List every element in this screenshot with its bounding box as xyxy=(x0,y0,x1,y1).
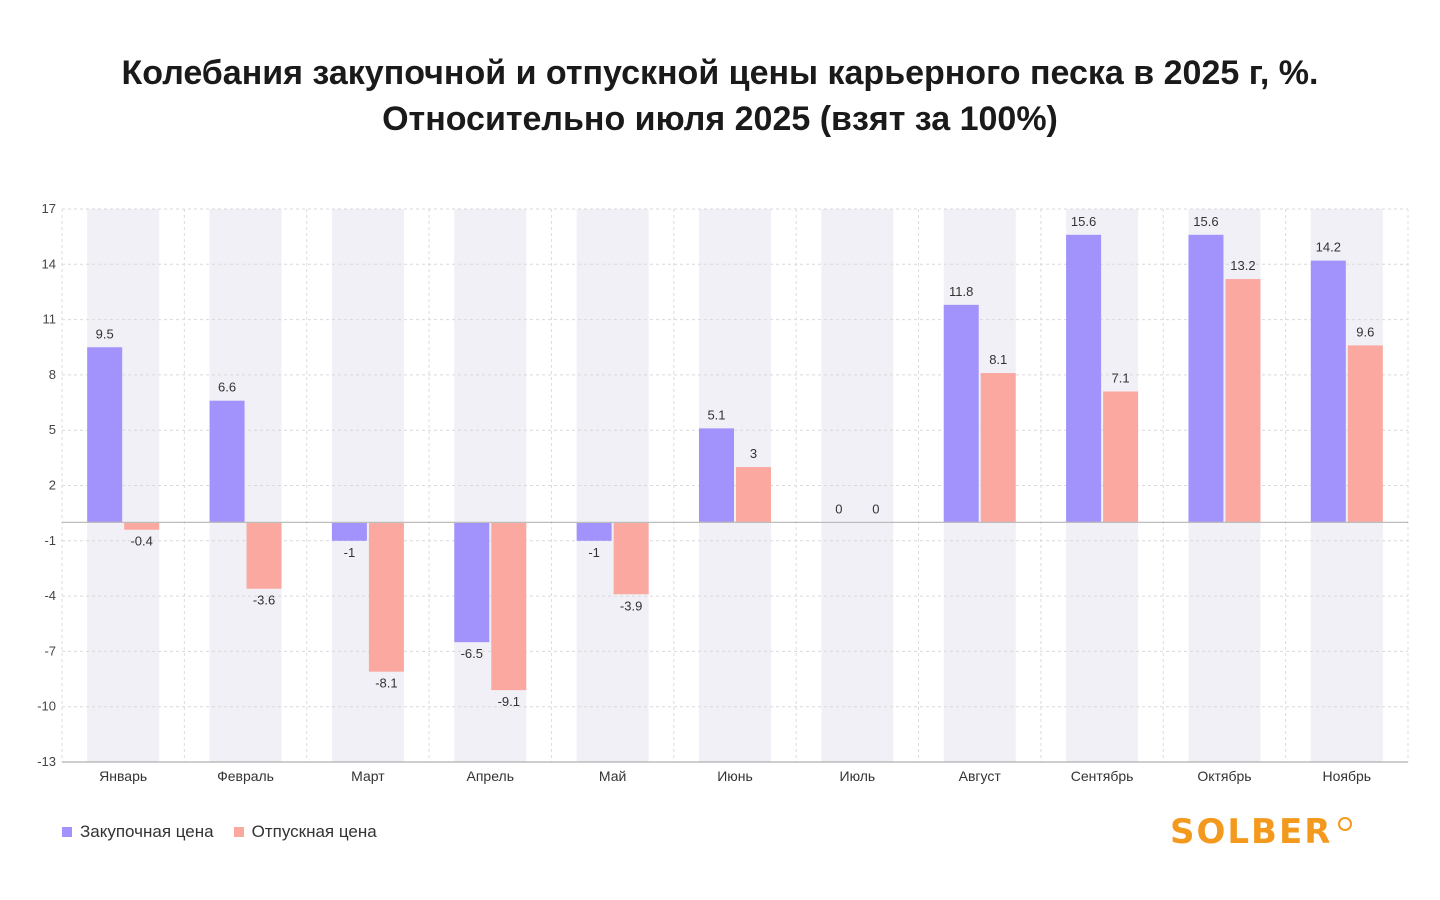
y-tick-label: 5 xyxy=(49,422,56,437)
data-label: -9.1 xyxy=(498,694,520,709)
data-label: -6.5 xyxy=(461,646,483,661)
data-label: 15.6 xyxy=(1071,214,1096,229)
data-label: -3.6 xyxy=(253,593,275,608)
y-tick-label: -1 xyxy=(44,533,56,548)
data-label: -3.9 xyxy=(620,598,642,613)
bar-purchase xyxy=(1066,234,1102,523)
legend: Закупочная цена Отпускная цена xyxy=(62,822,377,842)
x-tick-label: Апрель xyxy=(467,768,515,784)
data-label: 9.6 xyxy=(1356,324,1374,339)
data-label: 8.1 xyxy=(989,352,1007,367)
bar-purchase xyxy=(331,522,367,541)
y-tick-label: 8 xyxy=(49,367,56,382)
x-tick-label: Январь xyxy=(99,768,147,784)
data-label: 7.1 xyxy=(1112,370,1130,385)
y-tick-label: 17 xyxy=(42,201,56,216)
data-label: -0.4 xyxy=(130,534,152,549)
y-tick-label: -4 xyxy=(44,588,56,603)
logo-text: SOLBER xyxy=(1170,812,1333,852)
data-label: 11.8 xyxy=(949,284,973,299)
bar-selling xyxy=(980,373,1016,523)
category-band xyxy=(576,209,649,762)
bar-selling xyxy=(1103,391,1139,523)
bar-selling xyxy=(124,522,160,530)
x-tick-label: Ноябрь xyxy=(1323,768,1372,784)
x-tick-label: Июль xyxy=(840,768,876,784)
y-tick-label: -13 xyxy=(37,754,56,769)
x-tick-label: Февраль xyxy=(217,768,274,784)
data-label: 5.1 xyxy=(707,407,725,422)
bar-purchase xyxy=(209,400,245,523)
bar-selling xyxy=(246,522,282,589)
bar-selling xyxy=(1347,345,1383,523)
x-tick-label: Май xyxy=(599,768,626,784)
y-tick-label: 11 xyxy=(43,312,57,327)
data-label: 0 xyxy=(872,501,879,516)
bar-purchase xyxy=(87,347,123,523)
x-tick-label: Октябрь xyxy=(1197,768,1251,784)
chart-title-line2: Относительно июля 2025 (взят за 100%) xyxy=(382,100,1058,138)
legend-label-selling: Отпускная цена xyxy=(251,822,377,841)
bar-purchase xyxy=(1188,234,1224,523)
x-tick-label: Август xyxy=(959,768,1002,784)
bar-purchase xyxy=(943,304,979,523)
legend-swatch-purchase xyxy=(62,827,72,837)
bar-chart: 17 14 11 8 5 2 -1 -4 -7 -10 -13 9.5 6.6 -1 -6.5 -1 5.1 0 1… xyxy=(37,201,1409,784)
data-label: 14.2 xyxy=(1316,240,1341,255)
data-label: 3 xyxy=(750,446,757,461)
y-tick-label: 2 xyxy=(49,478,56,493)
y-tick-label: 14 xyxy=(42,256,56,271)
data-label: -8.1 xyxy=(375,676,397,691)
chart-title: Колебания закупочной и отпускной цены ка… xyxy=(0,50,1440,142)
bar-purchase xyxy=(576,522,612,541)
legend-swatch-selling xyxy=(233,827,244,837)
data-label: 15.6 xyxy=(1193,214,1218,229)
legend-item-purchase[interactable]: Закупочная цена xyxy=(62,822,214,842)
data-label: -1 xyxy=(344,545,356,560)
data-label: 0 xyxy=(835,501,842,516)
x-tick-label: Март xyxy=(351,768,385,784)
bar-selling xyxy=(491,522,527,691)
bar-purchase xyxy=(454,522,490,643)
x-tick-label: Июнь xyxy=(717,768,753,784)
y-tick-label: -7 xyxy=(44,643,56,658)
bar-purchase xyxy=(1310,260,1346,523)
data-label: 13.2 xyxy=(1230,258,1255,273)
logo-mark-icon xyxy=(1338,817,1353,831)
bar-selling xyxy=(368,522,404,672)
data-label: 6.6 xyxy=(218,380,236,395)
data-label: -1 xyxy=(588,545,600,560)
bar-selling xyxy=(613,522,649,595)
data-label: 9.5 xyxy=(96,326,114,341)
legend-item-selling[interactable]: Отпускная цена xyxy=(233,822,377,842)
chart-title-line1: Колебания закупочной и отпускной цены ка… xyxy=(121,54,1319,92)
y-tick-label: -10 xyxy=(37,699,56,714)
bar-selling xyxy=(1225,279,1261,523)
bar-selling xyxy=(736,467,771,523)
category-band xyxy=(821,209,894,762)
x-tick-label: Сентябрь xyxy=(1071,768,1134,784)
bar-purchase xyxy=(699,428,734,523)
solber-logo: SOLBER xyxy=(1170,812,1353,852)
legend-label-purchase: Закупочная цена xyxy=(80,822,214,841)
